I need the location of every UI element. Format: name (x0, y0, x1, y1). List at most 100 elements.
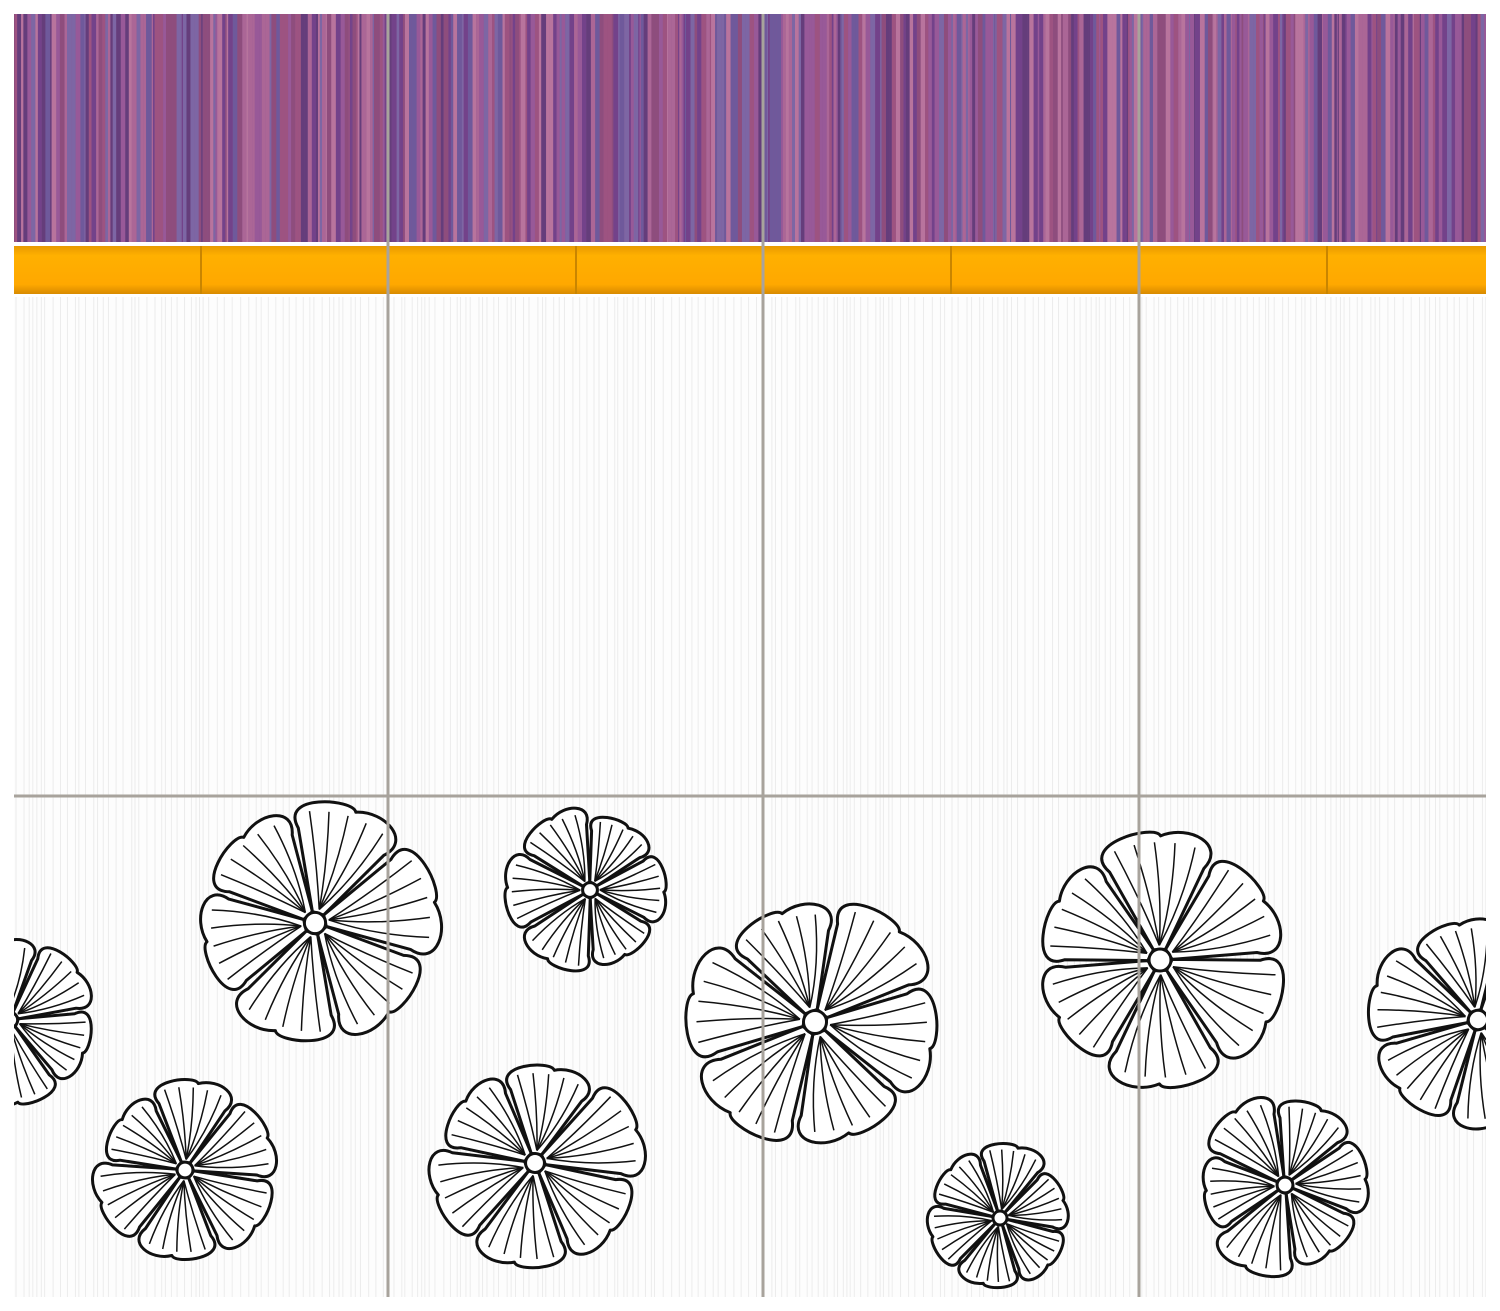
stripe (643, 14, 648, 242)
stripe (982, 14, 986, 242)
stripe (1377, 14, 1382, 242)
petal-vein (594, 898, 616, 956)
stripe (721, 14, 725, 242)
petal (199, 893, 308, 991)
petal-vein (546, 1142, 634, 1160)
stripe (1428, 14, 1433, 242)
stripe (1438, 14, 1441, 242)
stripe (1120, 14, 1123, 242)
stripe (228, 14, 233, 242)
petal-vein (1172, 915, 1265, 953)
petal-vein (812, 1036, 821, 1132)
stripe (198, 14, 202, 242)
petal-vein (328, 896, 428, 921)
stripe (1053, 14, 1058, 242)
stripe (671, 14, 676, 242)
stripe (613, 14, 619, 242)
petal-vein (257, 833, 307, 913)
stripe (947, 14, 952, 242)
stripe (335, 14, 341, 242)
stripe (996, 14, 1001, 242)
petal-vein (1006, 1222, 1060, 1242)
petal-vein (577, 898, 587, 966)
stripe (711, 14, 716, 242)
stripe (658, 14, 663, 242)
stripe (909, 14, 914, 242)
stripe (862, 14, 866, 242)
stripe (422, 14, 426, 242)
petal-vein (1158, 847, 1196, 946)
stripe (541, 14, 547, 242)
petal (322, 848, 444, 956)
stripe (1343, 14, 1346, 242)
stripe (811, 14, 815, 242)
petal-vein (1439, 935, 1476, 1008)
stripe (105, 14, 108, 242)
stripe (146, 14, 151, 242)
stripe (1295, 14, 1299, 242)
petal-vein (561, 818, 586, 882)
flower (1201, 1096, 1370, 1279)
stripe (961, 14, 963, 242)
petal (505, 1063, 591, 1157)
petal-vein (1290, 1192, 1341, 1237)
stripe (351, 14, 353, 242)
stripe (1241, 14, 1244, 242)
stripe (969, 14, 973, 242)
petal (796, 1028, 897, 1145)
stripe (1376, 14, 1378, 242)
stripe (769, 14, 774, 242)
stripe (388, 14, 392, 242)
petal-vein (1171, 869, 1230, 953)
stripe (1217, 14, 1219, 242)
stripe (675, 14, 679, 242)
stripe (300, 14, 305, 242)
petal (1367, 947, 1472, 1042)
petal-vein (107, 1173, 176, 1206)
petal-vein (1172, 966, 1264, 1015)
stripe (1020, 14, 1023, 242)
petal-vein (1395, 960, 1467, 1018)
petal-vein (111, 1148, 177, 1165)
petal-vein (824, 946, 906, 1011)
petal (1164, 859, 1283, 961)
petal-vein (1000, 1149, 1004, 1210)
petal-vein (933, 1215, 992, 1222)
stripe (357, 14, 360, 242)
petal-vein (1386, 975, 1466, 1018)
petal-vein (457, 1119, 526, 1156)
stripe (865, 14, 871, 242)
petal-vein (310, 936, 322, 1032)
stripe (1100, 14, 1104, 242)
petal-vein (1290, 1192, 1349, 1227)
stripe (1216, 14, 1218, 242)
stripe (754, 14, 759, 242)
petal-vein (318, 833, 384, 911)
petal-vein (958, 1166, 995, 1213)
stripe (709, 14, 712, 242)
petal-vein (161, 1180, 185, 1250)
stripe (1159, 14, 1164, 242)
stripe (107, 14, 111, 242)
stripe (71, 14, 73, 242)
stripe (1131, 14, 1134, 242)
petal-vein (1071, 892, 1148, 954)
stripe (1189, 14, 1191, 242)
stripe (27, 14, 32, 242)
stripe (420, 14, 423, 242)
stripe (955, 14, 958, 242)
stripe (837, 14, 841, 242)
stripe (1279, 14, 1283, 242)
petal-vein (594, 898, 627, 950)
petal-vein (488, 1087, 526, 1156)
stripe (304, 14, 308, 242)
petal-vein (178, 1087, 187, 1160)
stripe (1336, 14, 1338, 242)
stripe (1103, 14, 1108, 242)
stripe (546, 14, 550, 242)
stripe (574, 14, 578, 242)
stripe (153, 14, 155, 242)
petal-vein (323, 933, 359, 1025)
stripe (1345, 14, 1347, 242)
